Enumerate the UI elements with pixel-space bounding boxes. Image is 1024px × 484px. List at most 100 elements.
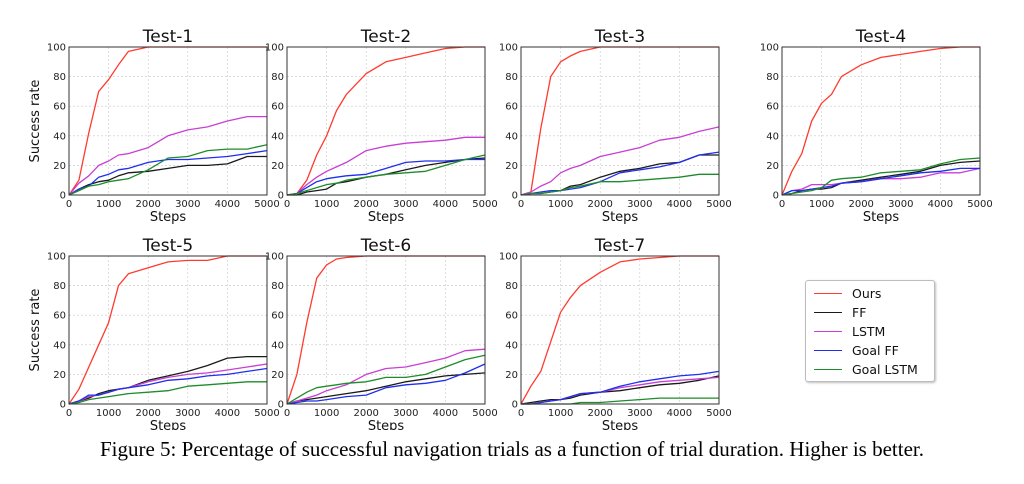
y-tick-label: 100 xyxy=(499,252,518,263)
legend-label: LSTM xyxy=(852,324,886,339)
x-tick-label: 1000 xyxy=(548,199,573,210)
y-tick-label: 60 xyxy=(505,311,518,322)
y-tick-label: 40 xyxy=(766,131,779,142)
y-tick-label: 0 xyxy=(60,400,66,411)
legend-item-ff: FF xyxy=(814,303,934,322)
axes-frame xyxy=(286,46,486,196)
y-tick-label: 20 xyxy=(505,370,518,381)
x-axis-label: Steps xyxy=(150,210,187,225)
legend-swatch xyxy=(814,350,842,351)
y-tick-label: 40 xyxy=(53,131,66,142)
x-tick-label: 3000 xyxy=(393,408,418,419)
x-tick-label: 5000 xyxy=(254,408,279,419)
y-tick-label: 40 xyxy=(505,340,518,351)
x-tick-label: 0 xyxy=(284,199,290,210)
series-line-goal-lstm xyxy=(520,173,719,196)
y-tick-label: 100 xyxy=(47,252,66,263)
panel-test-5: 0 1000 2000 3000 4000 5000 0 20 40 60 80 100 Test-5 S… xyxy=(28,236,280,430)
y-tick-label: 40 xyxy=(271,131,284,142)
series-line-lstm xyxy=(68,115,267,196)
y-tick-label: 80 xyxy=(271,72,284,83)
x-tick-label: 3000 xyxy=(175,199,200,210)
x-tick-label: 3000 xyxy=(627,199,652,210)
y-tick-label: 20 xyxy=(505,161,518,172)
x-tick-label: 2000 xyxy=(587,408,612,419)
x-tick-label: 1000 xyxy=(314,199,339,210)
panel-title: Test-6 xyxy=(360,236,411,256)
axes-frame xyxy=(520,255,720,405)
x-tick-label: 5000 xyxy=(706,408,731,419)
y-tick-label: 20 xyxy=(766,161,779,172)
figure-caption: Figure 5: Percentage of successful navig… xyxy=(99,437,924,461)
panel-test-3: 0 1000 2000 3000 4000 5000 0 20 40 60 80 100 Test-3 S… xyxy=(499,27,732,225)
x-tick-label: 1000 xyxy=(96,199,121,210)
y-tick-label: 20 xyxy=(271,370,284,381)
panel-test-6: 0 1000 2000 3000 4000 5000 0 20 40 60 80 100 Test-6 S… xyxy=(265,236,498,430)
panel-test-2: 0 1000 2000 3000 4000 5000 0 20 40 60 80 100 Test-2 S… xyxy=(265,27,498,225)
y-tick-label: 0 xyxy=(278,400,284,411)
y-tick-label: 40 xyxy=(53,340,66,351)
x-tick-label: 2000 xyxy=(848,199,873,210)
x-tick-label: 4000 xyxy=(928,199,953,210)
x-tick-label: 0 xyxy=(284,408,290,419)
x-tick-label: 5000 xyxy=(706,199,731,210)
panel-title: Test-4 xyxy=(855,27,906,47)
series-line-ours xyxy=(286,255,485,405)
x-tick-label: 1000 xyxy=(809,199,834,210)
series-line-lstm xyxy=(286,348,486,405)
panel-title: Test-7 xyxy=(594,236,645,256)
series-line-goal-ff xyxy=(520,151,720,196)
legend-item-ours: Ours xyxy=(814,284,934,303)
x-tick-label: 0 xyxy=(518,408,524,419)
y-tick-label: 40 xyxy=(271,340,284,351)
x-tick-label: 5000 xyxy=(472,199,497,210)
series-line-lstm xyxy=(68,363,268,405)
y-tick-label: 60 xyxy=(505,102,518,113)
series-line-ff xyxy=(68,155,267,196)
x-tick-label: 5000 xyxy=(254,199,279,210)
x-tick-label: 2000 xyxy=(587,199,612,210)
legend-label: Ours xyxy=(852,286,882,301)
x-tick-label: 1000 xyxy=(96,408,121,419)
x-tick-label: 4000 xyxy=(433,408,458,419)
x-axis-label: Steps xyxy=(150,419,187,430)
y-tick-label: 60 xyxy=(271,311,284,322)
y-tick-label: 80 xyxy=(766,72,779,83)
legend-label: Goal FF xyxy=(852,343,899,358)
x-tick-label: 0 xyxy=(66,408,72,419)
legend-label: FF xyxy=(852,305,867,320)
y-tick-label: 0 xyxy=(278,191,284,202)
y-tick-label: 80 xyxy=(271,281,284,292)
series-line-ours xyxy=(781,46,980,196)
y-tick-label: 20 xyxy=(53,161,66,172)
legend: Ours FF LSTM Goal FF Goal LSTM xyxy=(805,280,935,382)
legend-swatch xyxy=(814,293,842,294)
series-line-ff xyxy=(781,160,981,196)
legend-label: Goal LSTM xyxy=(852,362,918,377)
y-axis-label: Success rate xyxy=(28,289,43,372)
panel-title: Test-2 xyxy=(360,27,411,47)
y-tick-label: 20 xyxy=(53,370,66,381)
y-tick-label: 80 xyxy=(505,281,518,292)
x-tick-label: 2000 xyxy=(135,199,160,210)
axes-frame xyxy=(68,46,268,196)
y-tick-label: 0 xyxy=(60,191,66,202)
x-tick-label: 0 xyxy=(518,199,524,210)
y-tick-label: 100 xyxy=(47,43,66,54)
y-tick-label: 60 xyxy=(766,102,779,113)
legend-item-goal-lstm: Goal LSTM xyxy=(814,360,934,379)
panel-title: Test-5 xyxy=(142,236,193,256)
series-line-goal-lstm xyxy=(68,381,267,405)
y-tick-label: 40 xyxy=(505,131,518,142)
x-tick-label: 4000 xyxy=(215,199,240,210)
x-tick-label: 4000 xyxy=(667,199,692,210)
axes-frame xyxy=(286,255,486,405)
x-tick-label: 3000 xyxy=(393,199,418,210)
x-tick-label: 3000 xyxy=(627,408,652,419)
x-axis-label: Steps xyxy=(368,210,405,225)
y-tick-label: 80 xyxy=(505,72,518,83)
series-line-goal-lstm xyxy=(68,144,268,196)
y-tick-label: 80 xyxy=(53,281,66,292)
series-line-goal-ff xyxy=(521,370,720,405)
y-tick-label: 60 xyxy=(53,102,66,113)
